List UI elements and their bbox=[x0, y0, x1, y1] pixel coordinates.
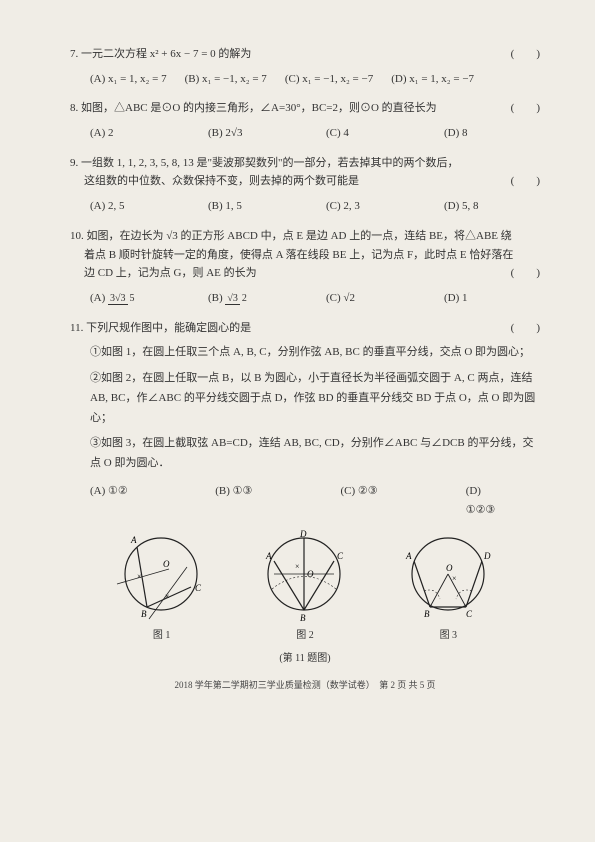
fig1-caption: 图 1 bbox=[109, 627, 214, 644]
svg-text:O: O bbox=[163, 559, 170, 569]
svg-text:B: B bbox=[300, 613, 306, 623]
q10-opt-d: (D) 1 bbox=[444, 289, 468, 308]
fig2-caption: 图 2 bbox=[252, 627, 357, 644]
q10-b-num: √3 bbox=[225, 293, 240, 305]
svg-text:C: C bbox=[337, 551, 344, 561]
fig3-caption: 图 3 bbox=[396, 627, 501, 644]
q10-b-den: 2 bbox=[240, 293, 249, 304]
svg-text:A: A bbox=[265, 551, 272, 561]
question-7: 7. 一元二次方程 x² + 6x − 7 = 0 的解为 ( ) (A) x₁… bbox=[70, 45, 540, 88]
fig3-svg: A D B C O × bbox=[396, 529, 501, 624]
svg-text:×: × bbox=[165, 592, 170, 601]
q8-opt-a: (A) 2 bbox=[90, 124, 180, 143]
svg-text:D: D bbox=[483, 551, 491, 561]
q7-opt-c: (C) x₁ = −1, x₂ = −7 bbox=[285, 70, 373, 89]
q11-sub2: ②如图 2，在圆上任取一点 B，以 B 为圆心，小于直径长为半径画弧交圆于 A,… bbox=[90, 369, 540, 428]
q10-line1: 10. 如图，在边长为 √3 的正方形 ABCD 中，点 E 是边 AD 上的一… bbox=[70, 227, 540, 246]
q10-paren: ( ) bbox=[511, 264, 540, 283]
svg-text:×: × bbox=[295, 562, 300, 571]
q9-line2: 这组数的中位数、众数保持不变，则去掉的两个数可能是 bbox=[84, 172, 501, 191]
q9-opt-b: (B) 1, 5 bbox=[208, 197, 298, 216]
q11-figures: A B C O × × 图 1 A D C B O × bbox=[90, 529, 520, 644]
q11-opt-b: (B) ①③ bbox=[215, 482, 312, 519]
q7-options: (A) x₁ = 1, x₂ = 7 (B) x₁ = −1, x₂ = 7 (… bbox=[90, 70, 540, 89]
q8-opt-b: (B) 2√3 bbox=[208, 124, 298, 143]
q10-b-label: (B) bbox=[208, 292, 223, 304]
q10-options: (A) 3√35 (B) √32 (C) √2 (D) 1 bbox=[90, 289, 540, 308]
svg-text:C: C bbox=[466, 609, 473, 619]
svg-text:A: A bbox=[130, 535, 137, 545]
q11-stem: 11. 下列尺规作图中，能确定圆心的是 bbox=[70, 319, 501, 338]
q11-paren: ( ) bbox=[511, 319, 540, 338]
q10-a-label: (A) bbox=[90, 292, 105, 304]
q8-opt-c: (C) 4 bbox=[326, 124, 416, 143]
q9-opt-a: (A) 2, 5 bbox=[90, 197, 180, 216]
fig2-svg: A D C B O × bbox=[252, 529, 357, 624]
q10-a-num: 3√3 bbox=[108, 293, 128, 305]
svg-text:O: O bbox=[307, 569, 314, 579]
figure-2: A D C B O × 图 2 bbox=[252, 529, 357, 644]
svg-text:B: B bbox=[141, 609, 147, 619]
q10-line2: 着点 B 顺时针旋转一定的角度，使得点 A 落在线段 BE 上，记为点 F，此时… bbox=[84, 246, 540, 265]
q10-line3: 边 CD 上，记为点 G，则 AE 的长为 bbox=[84, 264, 501, 283]
svg-text:B: B bbox=[424, 609, 430, 619]
q7-opt-b: (B) x₁ = −1, x₂ = 7 bbox=[185, 70, 267, 89]
question-10: 10. 如图，在边长为 √3 的正方形 ABCD 中，点 E 是边 AD 上的一… bbox=[70, 227, 540, 308]
q8-options: (A) 2 (B) 2√3 (C) 4 (D) 8 bbox=[90, 124, 540, 143]
q7-stem: 7. 一元二次方程 x² + 6x − 7 = 0 的解为 bbox=[70, 45, 501, 64]
svg-text:D: D bbox=[299, 529, 307, 539]
figure-1: A B C O × × 图 1 bbox=[109, 529, 214, 644]
q10-a-den: 5 bbox=[128, 293, 137, 304]
svg-text:A: A bbox=[405, 551, 412, 561]
q7-opt-a: (A) x₁ = 1, x₂ = 7 bbox=[90, 70, 167, 89]
q10-opt-b: (B) √32 bbox=[208, 289, 298, 308]
q9-opt-c: (C) 2, 3 bbox=[326, 197, 416, 216]
q9-opt-d: (D) 5, 8 bbox=[444, 197, 479, 216]
q9-options: (A) 2, 5 (B) 1, 5 (C) 2, 3 (D) 5, 8 bbox=[90, 197, 540, 216]
q10-opt-c: (C) √2 bbox=[326, 289, 416, 308]
q11-sub3: ③如图 3，在圆上截取弦 AB=CD，连结 AB, BC, CD，分别作∠ABC… bbox=[90, 434, 540, 474]
q7-paren: ( ) bbox=[511, 45, 540, 64]
q8-opt-d: (D) 8 bbox=[444, 124, 468, 143]
q11-opt-a: (A) ①② bbox=[90, 482, 187, 519]
q8-stem: 8. 如图，△ABC 是⊙O 的内接三角形，∠A=30°，BC=2，则⊙O 的直… bbox=[70, 99, 501, 118]
svg-text:×: × bbox=[137, 572, 142, 581]
question-8: 8. 如图，△ABC 是⊙O 的内接三角形，∠A=30°，BC=2，则⊙O 的直… bbox=[70, 99, 540, 142]
q11-sub1: ①如图 1，在圆上任取三个点 A, B, C，分别作弦 AB, BC 的垂直平分… bbox=[90, 343, 540, 363]
q7-opt-d: (D) x₁ = 1, x₂ = −7 bbox=[391, 70, 474, 89]
svg-text:C: C bbox=[195, 583, 202, 593]
svg-text:×: × bbox=[452, 574, 457, 583]
figure-3: A D B C O × 图 3 bbox=[396, 529, 501, 644]
q9-line1: 9. 一组数 1, 1, 2, 3, 5, 8, 13 是"斐波那契数列"的一部… bbox=[70, 154, 540, 173]
q9-paren: ( ) bbox=[511, 172, 540, 191]
q10-opt-a: (A) 3√35 bbox=[90, 289, 180, 308]
q11-opt-c: (C) ②③ bbox=[340, 482, 437, 519]
q8-paren: ( ) bbox=[511, 99, 540, 118]
q11-opt-d: (D) ①②③ bbox=[466, 482, 512, 519]
fig1-svg: A B C O × × bbox=[109, 529, 214, 624]
fig-main-caption: (第 11 题图) bbox=[70, 650, 540, 667]
svg-text:O: O bbox=[446, 563, 453, 573]
question-11: 11. 下列尺规作图中，能确定圆心的是 ( ) ①如图 1，在圆上任取三个点 A… bbox=[70, 319, 540, 668]
page-footer: 2018 学年第二学期初三学业质量检测（数学试卷） 第 2 页 共 5 页 bbox=[70, 678, 540, 691]
q11-options: (A) ①② (B) ①③ (C) ②③ (D) ①②③ bbox=[90, 482, 540, 519]
question-9: 9. 一组数 1, 1, 2, 3, 5, 8, 13 是"斐波那契数列"的一部… bbox=[70, 154, 540, 216]
